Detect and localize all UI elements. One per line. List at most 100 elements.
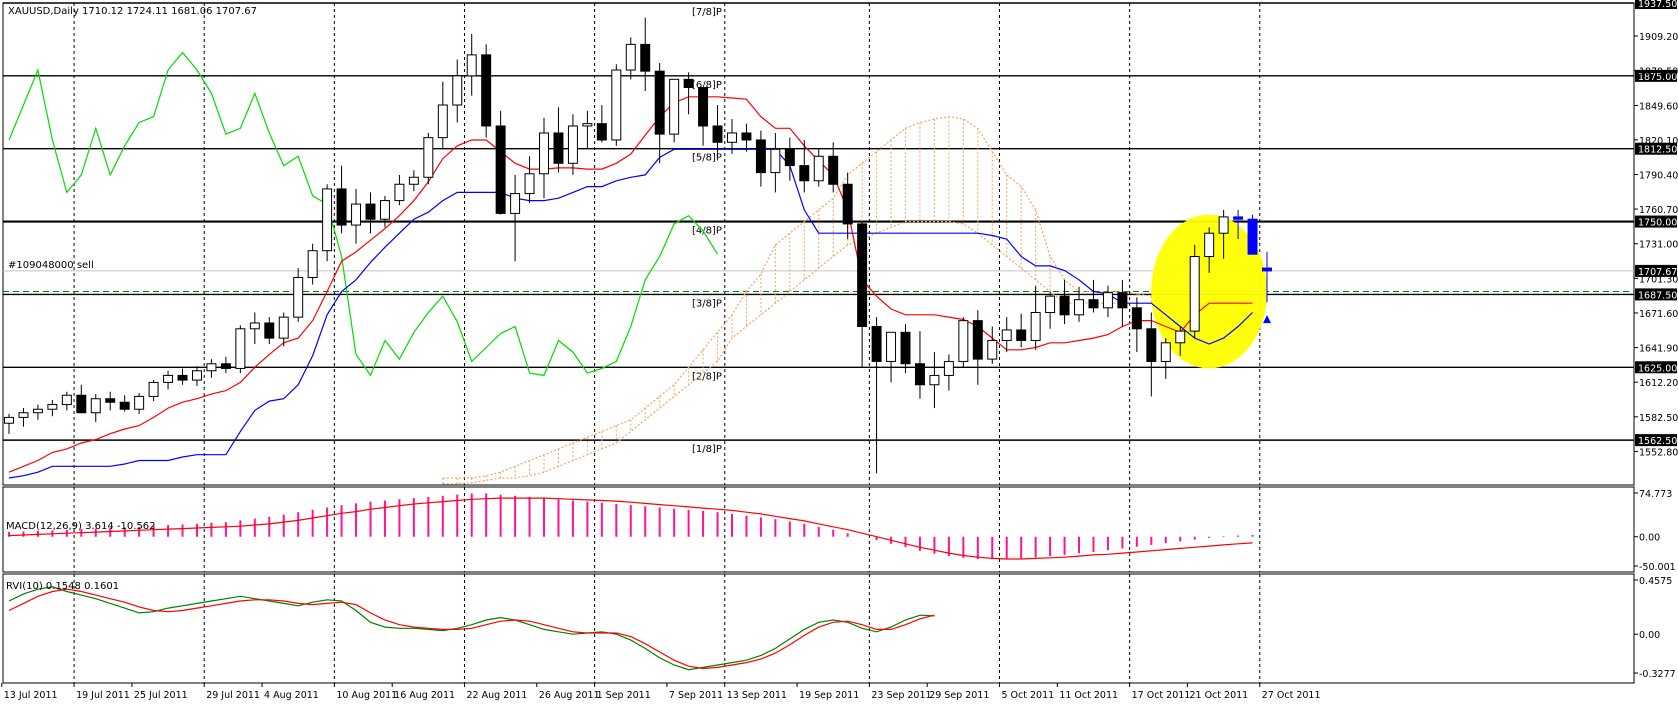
candle-body: [813, 155, 824, 182]
candle-body: [495, 125, 506, 214]
candle-body: [625, 43, 636, 71]
rvi-tick-label: 0.00: [1639, 630, 1660, 641]
candle-body: [972, 320, 983, 360]
candle-body: [1175, 330, 1186, 344]
level-price-label: 1812.50: [1638, 145, 1677, 156]
candle-body: [611, 69, 622, 141]
price-tick-label: 1909.20: [1639, 32, 1678, 43]
time-tick-label: 13 Sep 2011: [727, 690, 787, 701]
rvi-tick-label: -0.3277: [1639, 669, 1676, 680]
candle-body: [90, 398, 101, 414]
signal-arrow-icon: [1263, 315, 1271, 324]
time-tick-label: 17 Oct 2011: [1132, 690, 1191, 701]
time-tick-label: 23 Sep 2011: [871, 690, 931, 701]
candle-body: [582, 123, 593, 127]
candle-body: [4, 416, 14, 424]
current-price-box: [1635, 264, 1677, 277]
rvi-main-line: [8, 586, 935, 671]
price-tick-label: 1820.10: [1639, 136, 1678, 147]
macd-signal-line: [8, 497, 1253, 560]
candle-body: [307, 250, 318, 279]
candle-body: [784, 148, 795, 167]
candle-body: [379, 200, 390, 220]
candle-body: [1262, 267, 1272, 272]
candle-body: [1117, 292, 1128, 309]
candle-body: [539, 132, 549, 175]
tenkan-sen-line: [8, 96, 1253, 473]
price-tick-label: 1641.90: [1639, 344, 1678, 355]
candle-body: [1189, 256, 1200, 332]
time-tick-label: 26 Aug 2011: [539, 690, 600, 701]
level-price-box: [1635, 361, 1677, 374]
chart-frame: [2, 2, 1635, 684]
price-tick-label: 1849.60: [1639, 101, 1678, 112]
candle-body: [148, 381, 159, 397]
candle-body: [510, 193, 521, 214]
candle-body: [1030, 311, 1041, 341]
candle-body: [249, 322, 260, 330]
time-tick-label: 25 Jul 2011: [134, 690, 188, 701]
candle-body: [987, 339, 998, 360]
candle-body: [1204, 232, 1215, 258]
candle-body: [336, 188, 347, 226]
level-price-box: [1635, 69, 1677, 82]
candle-body: [1131, 307, 1142, 330]
macd-panel: [8, 493, 1254, 560]
candle-body: [408, 176, 419, 185]
level-price-label: 1937.50: [1638, 0, 1677, 10]
time-tick-label: 29 Sep 2011: [929, 690, 989, 701]
candle-body: [1088, 299, 1099, 309]
candle-body: [1001, 329, 1012, 341]
level-price-label: 1625.00: [1638, 363, 1677, 374]
price-axis: 1875.00 1812.50 1750.00 1687.50 1625.00 1562.…: [1634, 0, 1678, 680]
candle-body: [423, 137, 434, 178]
candle-body: [596, 123, 607, 141]
level-price-box: [1635, 215, 1677, 228]
candle-body: [828, 155, 839, 185]
candle-body: [727, 132, 737, 143]
murrey-level-tag: [4/8]P: [692, 226, 722, 237]
time-tick-label: 13 Jul 2011: [4, 690, 58, 701]
candle-body: [452, 75, 463, 106]
chart-title: XAUUSD,Daily 1710.12 1724.11 1681.06 170…: [8, 6, 257, 17]
level-price-label: 1875.00: [1638, 72, 1677, 83]
time-tick-label: 27 Oct 2011: [1262, 690, 1321, 701]
time-axis: 13 Jul 2011 19 Jul 2011 25 Jul 2011 29 Jul …: [1, 683, 1321, 701]
candle-body: [61, 394, 72, 406]
candle-body: [163, 374, 174, 383]
murrey-level-tag: [6/8]P: [692, 80, 722, 91]
time-tick-label: 29 Jul 2011: [206, 690, 260, 701]
panel-frame: [2, 573, 1635, 684]
candle-body: [1045, 295, 1056, 313]
candle-body: [958, 320, 969, 362]
candle-body: [32, 408, 43, 414]
level-price-box: [1635, 434, 1677, 447]
candle-body: [134, 395, 145, 410]
candle-body: [1074, 299, 1085, 316]
time-tick-label: 5 Oct 2011: [1001, 690, 1054, 701]
candle-body: [1102, 292, 1113, 309]
candle-body: [1247, 218, 1258, 255]
rvi-title: RVI(10) 0.1548 0.1601: [6, 581, 119, 592]
murrey-level-tag: [2/8]P: [692, 371, 722, 382]
rvi-tick-label: 0.4575: [1639, 576, 1672, 587]
candle-body: [914, 363, 925, 386]
price-tick-label: 1582.50: [1639, 413, 1678, 424]
candle-body: [886, 331, 897, 362]
candle-body: [394, 183, 405, 202]
candle-body: [654, 70, 665, 135]
time-tick-label: 4 Aug 2011: [264, 690, 319, 701]
candle-body: [712, 125, 723, 143]
price-tick-label: 1701.30: [1639, 274, 1678, 285]
candle-body: [524, 173, 535, 195]
candle-body: [466, 54, 477, 77]
candle-body: [943, 360, 954, 376]
candle-body: [437, 104, 448, 139]
candle-body: [105, 398, 116, 403]
candle-body: [264, 322, 275, 339]
level-price-box: [1635, 288, 1677, 301]
level-price-box: [1635, 142, 1677, 155]
price-tick-label: 1612.20: [1639, 378, 1678, 389]
level-price-label: 1687.50: [1638, 290, 1677, 301]
